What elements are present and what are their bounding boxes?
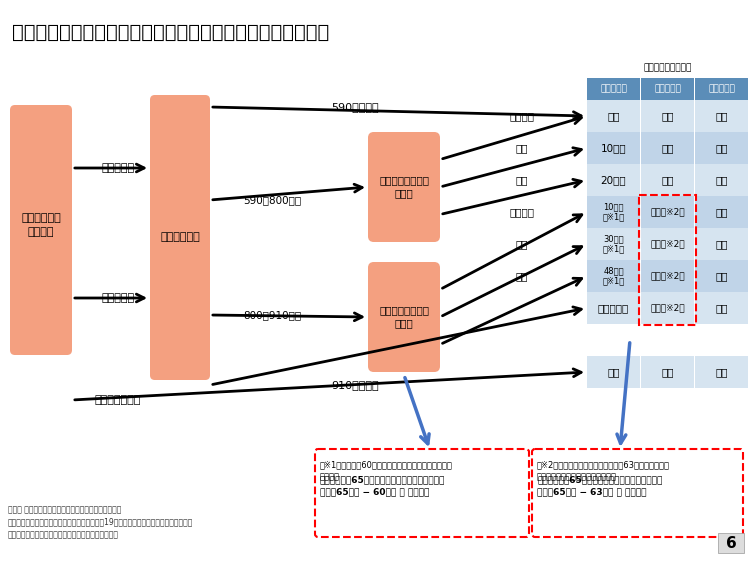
Bar (641, 292, 694, 324)
Text: 無償: 無償 (716, 175, 728, 185)
Text: 中学１年生以下: 中学１年生以下 (94, 395, 141, 405)
Text: 中学２年生: 中学２年生 (101, 293, 134, 303)
Text: 10万円
（※1）: 10万円 （※1） (602, 202, 625, 222)
FancyBboxPatch shape (150, 95, 210, 380)
Text: ３人以上: ３人以上 (509, 111, 535, 121)
Bar (587, 260, 640, 292)
Text: 無償: 無償 (608, 367, 619, 377)
Bar (587, 100, 640, 132)
FancyBboxPatch shape (368, 262, 440, 372)
Text: （※2）中学３年生の場合、授業料が63万円を超える学
　　　校は保護者の負担が生じます: （※2）中学３年生の場合、授業料が63万円を超える学 校は保護者の負担が生じます (537, 460, 670, 481)
Text: 無償: 無償 (608, 111, 619, 121)
Bar (641, 196, 694, 228)
Text: （※1）授業料が60万円を超える学校は保護者の負担が
生じます: （※1）授業料が60万円を超える学校は保護者の負担が 生じます (320, 460, 453, 481)
Bar (641, 164, 694, 196)
Text: 無償（※2）: 無償（※2） (650, 271, 685, 280)
Text: （例）授業料65万円の場合、５万円は保護者負担: （例）授業料65万円の場合、５万円は保護者負担 (320, 475, 446, 484)
Bar (695, 196, 748, 228)
Text: 48万円
（※1）: 48万円 （※1） (602, 266, 625, 285)
Bar (695, 228, 748, 260)
Text: １人: １人 (516, 175, 528, 185)
Bar (695, 356, 748, 388)
Text: 中学３年生: 中学３年生 (101, 163, 134, 173)
Text: 高校２年生: 高校２年生 (654, 84, 681, 93)
Text: 無償: 無償 (716, 239, 728, 249)
Bar (587, 132, 640, 164)
Text: 800〜910万円: 800〜910万円 (243, 310, 301, 320)
Bar (695, 292, 748, 324)
Bar (641, 356, 694, 388)
Bar (641, 260, 694, 292)
Bar (641, 132, 694, 164)
Text: 子どもの人数は？
（注）: 子どもの人数は？ （注） (379, 305, 429, 329)
Text: 無償: 無償 (716, 207, 728, 217)
Bar (587, 78, 640, 100)
Text: 子どもの人数は？
（注）: 子どもの人数は？ （注） (379, 176, 429, 199)
Text: 高校３年生: 高校３年生 (708, 84, 735, 93)
Text: （65万円 − 60万円 ＝ ５万円）: （65万円 − 60万円 ＝ ５万円） (320, 487, 429, 496)
Bar (641, 100, 694, 132)
Bar (587, 196, 640, 228)
Text: ２人: ２人 (516, 239, 528, 249)
Text: 20万円: 20万円 (601, 175, 626, 185)
Text: ２人: ２人 (516, 143, 528, 153)
Text: 910万円以上: 910万円以上 (332, 380, 379, 390)
Text: 無償: 無償 (662, 111, 674, 121)
Bar (718, 533, 744, 553)
Text: ３人以上: ３人以上 (509, 207, 535, 217)
Text: 無償（※2）: 無償（※2） (650, 303, 685, 312)
Bar (587, 164, 640, 196)
Text: 制度対象外: 制度対象外 (598, 303, 629, 313)
Text: 無償: 無償 (716, 271, 728, 281)
Bar (695, 132, 748, 164)
Bar (587, 356, 640, 388)
Bar (695, 78, 748, 100)
FancyBboxPatch shape (10, 105, 72, 355)
Text: （注） 生徒本人を含め、扶養する子どもの人数です。
　　　大学や専門学校等に在籍している場合は19歳以上（年度末時点）でも含みます。
　　　詳細は大阪府教育庁私: （注） 生徒本人を含め、扶養する子どもの人数です。 大学や専門学校等に在籍してい… (8, 505, 194, 539)
Bar (695, 260, 748, 292)
Text: 無償: 無償 (662, 143, 674, 153)
Text: 世帯年収は？: 世帯年収は？ (160, 233, 200, 243)
FancyBboxPatch shape (315, 449, 529, 537)
Text: 高校１年生: 高校１年生 (600, 84, 627, 93)
Text: 無償: 無償 (716, 111, 728, 121)
Text: 無償（※2）: 無償（※2） (650, 239, 685, 248)
Text: 無償（※2）: 無償（※2） (650, 208, 685, 217)
Text: 無償: 無償 (716, 367, 728, 377)
Text: 無償: 無償 (662, 175, 674, 185)
Text: 590〜800万円: 590〜800万円 (243, 195, 301, 205)
Text: （例）授業料65万円の場合、２万円は保護者負担: （例）授業料65万円の場合、２万円は保護者負担 (537, 475, 662, 484)
Text: 私立高校等の授業料無償化制度がよくわかるフローチャート: 私立高校等の授業料無償化制度がよくわかるフローチャート (12, 23, 329, 42)
Text: 6: 6 (725, 535, 736, 551)
Text: 無償: 無償 (716, 303, 728, 313)
FancyBboxPatch shape (368, 132, 440, 242)
Bar (639, 195, 696, 325)
Text: 590万円未満: 590万円未満 (332, 102, 379, 112)
Text: 無償: 無償 (716, 143, 728, 153)
Text: 【保護者の負担額】: 【保護者の負担額】 (644, 63, 692, 72)
Bar (641, 78, 694, 100)
Bar (695, 164, 748, 196)
Bar (587, 292, 640, 324)
Bar (641, 228, 694, 260)
Text: 令和５年度は
何年生？: 令和５年度は 何年生？ (21, 213, 61, 237)
Bar (587, 228, 640, 260)
Text: （65万円 − 63万円 ＝ ２万円）: （65万円 − 63万円 ＝ ２万円） (537, 487, 646, 496)
Bar (695, 100, 748, 132)
Text: 30万円
（※1）: 30万円 （※1） (602, 234, 625, 254)
Text: 10万円: 10万円 (601, 143, 626, 153)
Text: １人: １人 (516, 271, 528, 281)
Text: 無償: 無償 (662, 367, 674, 377)
FancyBboxPatch shape (532, 449, 743, 537)
